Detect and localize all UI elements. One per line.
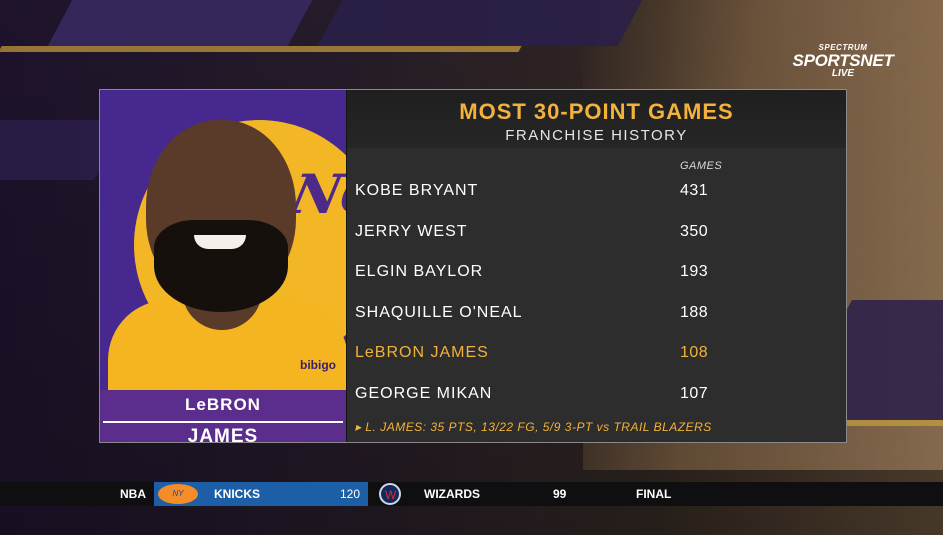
game-stat-footnote: ▸ L. JAMES: 35 PTS, 13/22 FG, 5/9 3-PT v… xyxy=(355,420,712,434)
player-last-name: JAMES xyxy=(103,421,343,448)
ticker-team1-name: KNICKS xyxy=(214,487,261,501)
ticker-team2-score: 99 xyxy=(553,487,567,501)
row-player-name: KOBE BRYANT xyxy=(355,182,479,199)
network-logo: SPECTRUM SPORTSNET LIVE xyxy=(788,44,898,79)
ticker-league: NBA xyxy=(120,487,146,501)
row-player-name: ELGIN BAYLOR xyxy=(355,263,484,280)
knicks-logo-icon: NY xyxy=(158,484,198,504)
player-beard xyxy=(154,220,288,312)
leaderboard-row-highlighted: LeBRON JAMES 108 xyxy=(347,334,846,374)
ticker-team2-name: WIZARDS xyxy=(424,487,480,501)
bg-gold-stripe xyxy=(838,420,943,426)
player-smile xyxy=(194,235,246,249)
jersey-sponsor: bibigo xyxy=(300,358,336,372)
row-player-name: GEORGE MIKAN xyxy=(355,385,493,402)
wizards-logo-icon xyxy=(379,483,401,505)
leaderboard-row: ELGIN BAYLOR 193 xyxy=(347,253,846,293)
network-logo-line1: SPECTRUM xyxy=(818,43,868,52)
player-first-name: LeBRON xyxy=(185,395,261,414)
player-name-box: LeBRON JAMES xyxy=(100,390,346,447)
bg-stripe xyxy=(317,0,643,46)
row-games-value: 188 xyxy=(680,304,709,321)
leaderboard-row: SHAQUILLE O'NEAL 188 xyxy=(347,294,846,334)
network-logo-line3: LIVE xyxy=(831,68,855,79)
leaderboard: MOST 30-POINT GAMES FRANCHISE HISTORY GA… xyxy=(347,90,846,442)
row-games-value: 107 xyxy=(680,385,709,402)
bg-gold-stripe xyxy=(0,46,522,52)
network-logo-line2: SPORTSNET xyxy=(792,51,894,70)
leaderboard-subtitle: FRANCHISE HISTORY xyxy=(505,127,688,144)
player-photo: ANG bibigo xyxy=(100,90,346,390)
leaderboard-title: MOST 30-POINT GAMES xyxy=(459,99,734,124)
leaderboard-row: KOBE BRYANT 431 xyxy=(347,172,846,212)
stats-graphic: ANG bibigo LeBRON JAMES MOST 30-POINT GA… xyxy=(99,89,847,447)
row-player-name: LeBRON JAMES xyxy=(355,344,489,361)
row-games-value: 108 xyxy=(680,344,709,361)
row-player-name: JERRY WEST xyxy=(355,223,468,240)
leaderboard-row: GEORGE MIKAN 107 xyxy=(347,375,846,415)
games-column-header: GAMES xyxy=(680,160,723,172)
row-games-value: 431 xyxy=(680,182,709,199)
ticker-team1-score: 120 xyxy=(340,487,361,501)
row-player-name: SHAQUILLE O'NEAL xyxy=(355,304,523,321)
leaderboard-row: JERRY WEST 350 xyxy=(347,213,846,253)
row-games-value: 193 xyxy=(680,263,709,280)
row-games-value: 350 xyxy=(680,223,709,240)
score-ticker: NBA NY KNICKS 120 WIZARDS 99 FINAL xyxy=(0,482,943,506)
ticker-status: FINAL xyxy=(636,487,672,501)
leaderboard-header: MOST 30-POINT GAMES FRANCHISE HISTORY xyxy=(347,90,846,148)
bg-stripe xyxy=(47,0,313,46)
